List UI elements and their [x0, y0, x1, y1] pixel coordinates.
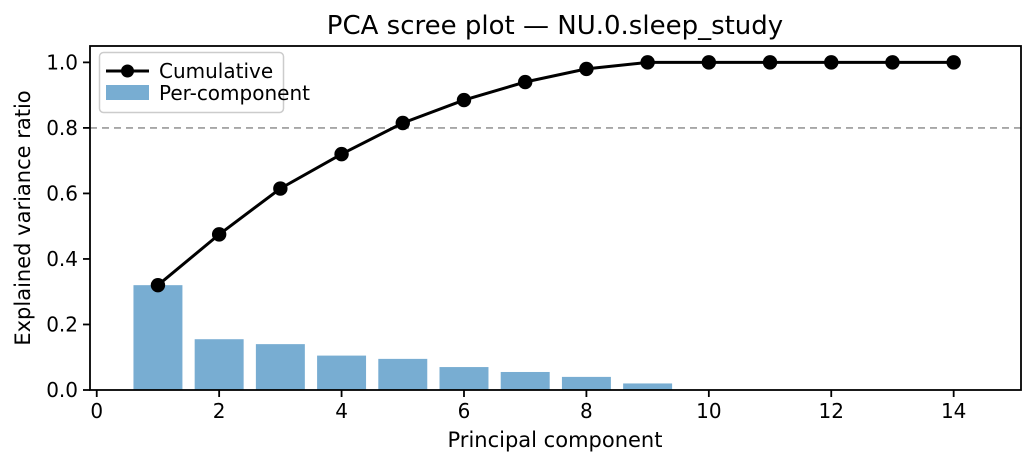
bar-pc-7: [500, 371, 550, 390]
cumulative-point-pc-11: [762, 55, 778, 70]
y-tick-label-0.6: 0.6: [46, 181, 78, 205]
cumulative-line-layer: [150, 55, 961, 293]
axes-frame: [89, 45, 1022, 391]
x-tick-label-6: 6: [458, 399, 471, 423]
cumulative-point-pc-7: [518, 74, 533, 90]
bar-pc-2: [194, 339, 244, 390]
cumulative-point-pc-8: [579, 61, 594, 77]
cumulative-point-pc-10: [701, 55, 717, 70]
legend: Cumulative Per-component: [98, 51, 310, 114]
chart-title: PCA scree plot — NU.0.sleep_study: [327, 11, 783, 41]
bar-pc-1: [133, 285, 183, 390]
legend-label-cumulative: Cumulative: [159, 59, 273, 83]
cumulative-point-pc-1: [150, 277, 166, 293]
x-axis-label: Principal component: [448, 428, 663, 452]
y-tick-label-0.0: 0.0: [46, 378, 78, 402]
x-tick-label-0: 0: [90, 399, 103, 423]
cumulative-line: [156, 60, 954, 287]
x-tick-label-12: 12: [819, 399, 844, 423]
cumulative-point-pc-3: [273, 181, 288, 196]
x-tick-label-2: 2: [213, 399, 226, 423]
axes-frame-layer: [89, 45, 1022, 391]
cumulative-point-pc-9: [640, 55, 655, 70]
x-tick-label-4: 4: [335, 399, 348, 423]
cumulative-point-pc-4: [334, 146, 349, 162]
bar-pc-3: [255, 344, 305, 390]
x-tick-label-8: 8: [580, 399, 593, 423]
y-tick-label-0.4: 0.4: [46, 247, 78, 271]
legend-per-component-swatch: [106, 85, 149, 100]
bar-pc-9: [623, 383, 673, 390]
legend-cumulative-marker-icon: [121, 64, 134, 78]
bar-pc-5: [378, 358, 428, 390]
y-axis-label: Explained variance ratio: [11, 90, 35, 345]
cumulative-point-pc-2: [211, 227, 227, 242]
cumulative-point-pc-6: [456, 92, 472, 108]
cumulative-point-pc-5: [395, 115, 410, 131]
y-tick-label-0.8: 0.8: [46, 116, 78, 140]
cumulative-point-pc-12: [824, 55, 839, 70]
x-tick-label-14: 14: [941, 399, 966, 423]
legend-label-per-component: Per-component: [159, 81, 310, 105]
bar-pc-8: [561, 376, 611, 390]
bar-pc-4: [317, 355, 367, 390]
ticks-layer: 0 2 4 6 8 10 12 14 0.0 0.2 0.4 0.6 0.8 1.0: [46, 50, 966, 423]
bars-layer: [133, 285, 673, 390]
y-tick-label-0.2: 0.2: [46, 312, 78, 336]
cumulative-point-pc-13: [885, 55, 900, 70]
x-tick-label-10: 10: [696, 399, 721, 423]
cumulative-point-pc-14: [946, 55, 961, 70]
bar-pc-6: [439, 367, 489, 390]
y-tick-label-1.0: 1.0: [46, 50, 78, 74]
